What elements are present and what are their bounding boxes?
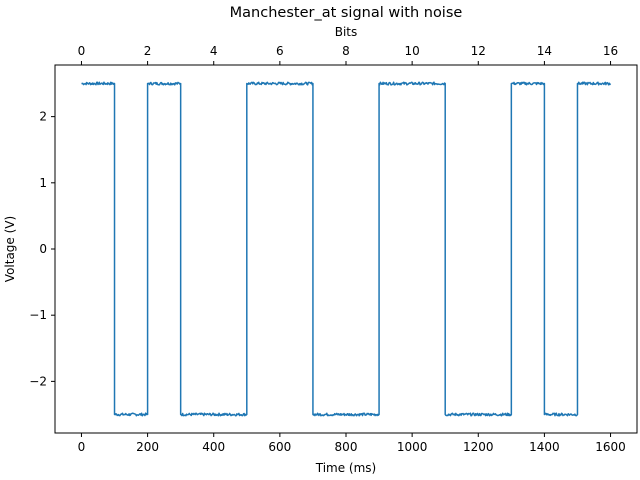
top-x-axis: 0 2 4 6 8 10 12 14 16 (78, 44, 618, 65)
y-tick-label: −2 (29, 374, 47, 388)
y-tick-label: 1 (39, 176, 47, 190)
x-axis: 0 200 400 600 800 1000 1200 1400 1600 (78, 433, 626, 454)
chart-title: Manchester_at signal with noise (230, 5, 463, 21)
x-tick-label: 1000 (397, 440, 428, 454)
x-tick-label: 200 (136, 440, 159, 454)
x-tick-label: 1600 (595, 440, 626, 454)
y-axis: −2 −1 0 1 2 (29, 110, 55, 388)
top-x-tick-label: 14 (537, 44, 552, 58)
x-tick-label: 600 (268, 440, 291, 454)
x-tick-label: 800 (335, 440, 358, 454)
top-x-tick-label: 12 (471, 44, 486, 58)
top-x-axis-label: Bits (335, 25, 358, 39)
top-x-tick-label: 8 (342, 44, 350, 58)
y-tick-label: −1 (29, 308, 47, 322)
top-x-tick-label: 4 (210, 44, 218, 58)
y-axis-label: Voltage (V) (3, 216, 17, 282)
signal-line (81, 81, 612, 417)
top-x-tick-label: 10 (404, 44, 419, 58)
top-x-tick-label: 2 (144, 44, 152, 58)
x-tick-label: 1400 (529, 440, 560, 454)
top-x-tick-label: 6 (276, 44, 284, 58)
top-x-tick-label: 16 (603, 44, 618, 58)
x-tick-label: 400 (202, 440, 225, 454)
x-axis-label: Time (ms) (315, 461, 377, 475)
x-tick-label: 1200 (463, 440, 494, 454)
plot-area (55, 65, 637, 433)
y-tick-label: 2 (39, 110, 47, 124)
x-tick-label: 0 (78, 440, 86, 454)
top-x-tick-label: 0 (78, 44, 86, 58)
series-layer (81, 81, 612, 417)
y-tick-label: 0 (39, 242, 47, 256)
